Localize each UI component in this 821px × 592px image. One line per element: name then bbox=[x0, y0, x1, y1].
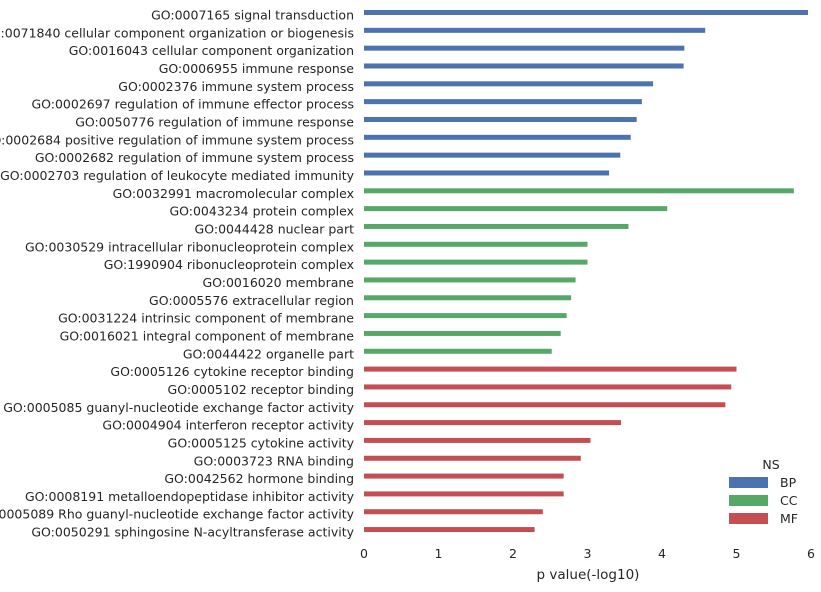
category-label-5: GO:0002376 immune system process bbox=[118, 79, 354, 94]
bar-2 bbox=[364, 27, 706, 33]
x-tick-label-2: 2 bbox=[509, 546, 517, 561]
category-label-9: GO:0002682 regulation of immune system p… bbox=[35, 150, 354, 165]
x-tick-label-4: 4 bbox=[658, 546, 666, 561]
legend: NS BP CC MF bbox=[729, 457, 798, 526]
category-label-13: GO:0044428 nuclear part bbox=[195, 221, 355, 236]
bar-24 bbox=[364, 420, 622, 426]
bar-19 bbox=[364, 330, 561, 336]
category-labels: GO:0007165 signal transduction GO:0071840… bbox=[0, 8, 355, 540]
legend-title: NS bbox=[762, 457, 779, 472]
x-tick-label-6: 6 bbox=[807, 546, 815, 561]
bar-12 bbox=[364, 206, 668, 212]
bar-27 bbox=[364, 473, 564, 479]
bar-10 bbox=[364, 170, 610, 176]
bar-17 bbox=[364, 295, 572, 301]
x-tick-label-3: 3 bbox=[584, 546, 592, 561]
category-label-20: GO:0044422 organelle part bbox=[183, 346, 354, 361]
bar-15 bbox=[364, 259, 588, 265]
category-label-23: GO:0005085 guanyl-nucleotide exchange fa… bbox=[3, 400, 354, 415]
category-label-17: GO:0005576 extracellular region bbox=[149, 293, 354, 308]
category-label-27: GO:0042562 hormone binding bbox=[164, 471, 354, 486]
category-label-29: GO:0005089 Rho guanyl-nucleotide exchang… bbox=[0, 507, 355, 522]
category-label-30: GO:0050291 sphingosine N-acyltransferase… bbox=[31, 525, 354, 540]
bar-11 bbox=[364, 188, 794, 194]
bars-layer bbox=[364, 10, 809, 533]
x-tick-label-0: 0 bbox=[360, 546, 368, 561]
legend-swatch-bp bbox=[729, 477, 768, 488]
legend-swatch-cc bbox=[729, 495, 768, 506]
category-label-26: GO:0003723 RNA binding bbox=[194, 453, 354, 468]
bar-7 bbox=[364, 116, 637, 122]
category-label-6: GO:0002697 regulation of immune effector… bbox=[31, 97, 354, 112]
bar-29 bbox=[364, 509, 543, 515]
category-label-16: GO:0016020 membrane bbox=[202, 275, 354, 290]
bar-22 bbox=[364, 384, 732, 390]
bar-3 bbox=[364, 45, 685, 51]
legend-label-bp: BP bbox=[780, 475, 797, 490]
bar-25 bbox=[364, 437, 591, 443]
category-label-22: GO:0005102 receptor binding bbox=[168, 382, 354, 397]
category-label-4: GO:0006955 immune response bbox=[159, 61, 355, 76]
legend-label-cc: CC bbox=[780, 493, 798, 508]
category-label-3: GO:0016043 cellular component organizati… bbox=[69, 43, 354, 58]
category-label-21: GO:0005126 cytokine receptor binding bbox=[110, 364, 354, 379]
bar-23 bbox=[364, 402, 726, 408]
category-label-25: GO:0005125 cytokine activity bbox=[168, 435, 355, 450]
legend-label-mf: MF bbox=[780, 511, 798, 526]
category-label-2: GO:0071840 cellular component organizati… bbox=[0, 25, 354, 40]
bar-14 bbox=[364, 241, 588, 247]
bar-30 bbox=[364, 527, 535, 533]
bar-8 bbox=[364, 134, 631, 140]
category-label-7: GO:0050776 regulation of immune response bbox=[75, 114, 354, 129]
bar-1 bbox=[364, 10, 809, 15]
x-tick-label-1: 1 bbox=[435, 546, 443, 561]
bar-20 bbox=[364, 348, 552, 354]
category-label-14: GO:0030529 intracellular ribonucleoprote… bbox=[25, 239, 354, 254]
bar-16 bbox=[364, 277, 576, 283]
category-label-15: GO:1990904 ribonucleoprotein complex bbox=[104, 257, 354, 272]
category-label-8: GO:0002684 positive regulation of immune… bbox=[0, 132, 354, 147]
bar-21 bbox=[364, 366, 737, 372]
category-label-11: GO:0032991 macromolecular complex bbox=[113, 186, 354, 201]
bar-6 bbox=[364, 99, 642, 105]
category-label-10: GO:0002703 regulation of leukocyte media… bbox=[0, 168, 354, 183]
bar-18 bbox=[364, 313, 567, 319]
category-label-19: GO:0016021 integral component of membran… bbox=[60, 328, 355, 343]
category-label-24: GO:0004904 interferon receptor activity bbox=[102, 418, 354, 433]
x-tick-labels: 0 1 2 3 4 5 6 bbox=[360, 546, 815, 561]
legend-swatch-mf bbox=[729, 513, 768, 524]
category-label-18: GO:0031224 intrinsic component of membra… bbox=[58, 311, 354, 326]
x-axis-label: p value(-log10) bbox=[537, 567, 640, 583]
category-label-28: GO:0008191 metalloendopeptidase inhibito… bbox=[25, 489, 355, 504]
x-tick-label-5: 5 bbox=[733, 546, 741, 561]
bar-4 bbox=[364, 63, 684, 69]
bar-26 bbox=[364, 455, 581, 461]
bar-28 bbox=[364, 491, 564, 497]
category-label-12: GO:0043234 protein complex bbox=[169, 204, 354, 219]
bar-9 bbox=[364, 152, 621, 158]
bar-5 bbox=[364, 81, 654, 87]
category-label-1: GO:0007165 signal transduction bbox=[151, 8, 354, 23]
bar-13 bbox=[364, 223, 629, 229]
